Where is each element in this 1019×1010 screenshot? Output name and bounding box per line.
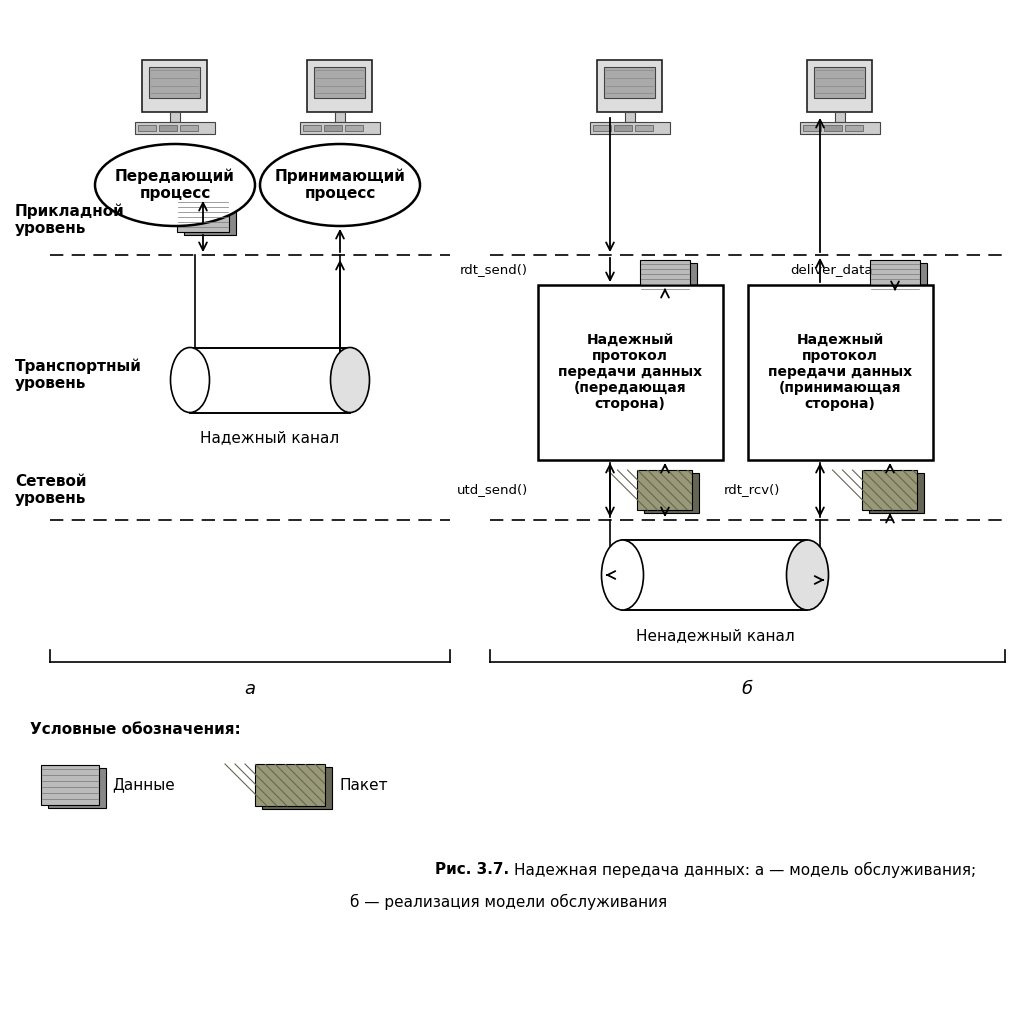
Bar [862,470,917,510]
Text: Прикладной
уровень: Прикладной уровень [15,204,124,236]
Bar [135,122,215,134]
Bar [800,122,880,134]
Text: а: а [245,680,256,698]
Bar [590,122,671,134]
Bar [255,764,325,806]
Ellipse shape [95,144,255,226]
Bar [638,470,693,510]
Text: Надежная передача данных: а — модель обслуживания;: Надежная передача данных: а — модель обс… [514,862,976,878]
Bar [308,60,373,112]
Bar [170,112,180,122]
Text: б: б [742,680,753,698]
Text: Условные обозначения:: Условные обозначения: [30,722,240,737]
Bar [625,112,635,122]
Bar [869,473,924,513]
Bar [324,125,342,131]
Bar [159,125,177,131]
Bar [150,67,201,98]
Bar [138,125,156,131]
Ellipse shape [260,144,420,226]
Bar [640,260,690,294]
Bar [877,263,927,297]
Bar [48,768,106,808]
Bar [835,112,845,122]
Text: Пакет: Пакет [340,778,388,793]
Text: Рис. 3.7.: Рис. 3.7. [435,863,510,878]
Bar [748,285,933,460]
Bar [335,112,345,122]
Text: Надежный
протокол
передачи данных
(принимающая
сторона): Надежный протокол передачи данных (прини… [768,332,912,411]
Text: Ненадежный канал: Ненадежный канал [636,628,795,643]
Bar [644,473,699,513]
Ellipse shape [330,347,370,412]
Bar [623,540,807,610]
Bar [814,67,865,98]
Ellipse shape [601,540,644,610]
Bar [845,125,863,131]
Text: б — реализация модели обслуживания: б — реализация модели обслуживания [351,894,667,910]
Text: Передающий
процесс: Передающий процесс [115,169,235,201]
Bar [614,125,632,131]
Bar [262,767,332,809]
Bar [315,67,366,98]
Bar [597,60,662,112]
Text: Принимающий
процесс: Принимающий процесс [274,169,406,201]
Bar [593,125,611,131]
Bar [41,765,99,805]
Bar [180,125,198,131]
Text: rdt_send(): rdt_send() [460,263,528,276]
Text: deliver_data: deliver_data [790,263,872,276]
Bar [177,198,229,232]
Bar [807,60,872,112]
Bar [184,201,236,235]
Text: rdt_rcv(): rdt_rcv() [723,484,780,497]
Text: Надежный канал: Надежный канал [201,430,339,445]
Bar [143,60,208,112]
Bar [824,125,842,131]
Ellipse shape [170,347,210,412]
Text: utd_send(): utd_send() [457,484,528,497]
Text: Надежный
протокол
передачи данных
(передающая
сторона): Надежный протокол передачи данных (перед… [558,332,702,411]
Text: Транспортный
уровень: Транспортный уровень [15,359,142,392]
Bar [803,125,821,131]
Bar [538,285,723,460]
Bar [300,122,380,134]
Bar [635,125,653,131]
Text: Данные: Данные [112,778,174,793]
Ellipse shape [787,540,828,610]
Bar [647,263,697,297]
Bar [870,260,920,294]
Text: Сетевой
уровень: Сетевой уровень [15,474,87,506]
Bar [303,125,321,131]
Bar [345,125,363,131]
Bar [190,347,350,412]
Bar [604,67,655,98]
